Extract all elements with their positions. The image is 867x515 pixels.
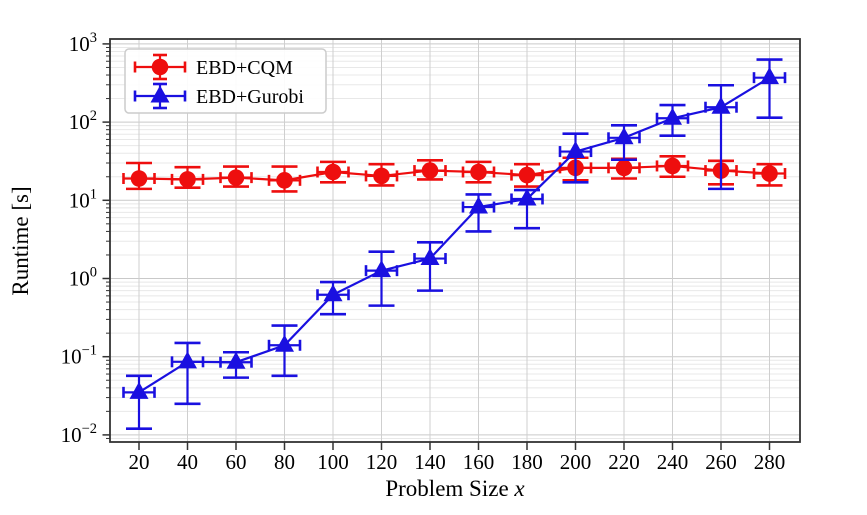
legend-marker-circle xyxy=(151,58,169,76)
data-point-marker xyxy=(760,67,779,85)
data-point-marker xyxy=(373,167,390,185)
data-point-marker xyxy=(323,284,343,302)
data-point-marker xyxy=(178,351,197,369)
x-tick-label: 180 xyxy=(511,450,543,474)
y-tick-label: 101 xyxy=(69,186,97,212)
x-tick-label: 220 xyxy=(608,450,640,474)
x-tick-label: 40 xyxy=(177,450,198,474)
legend-label: EBD+CQM xyxy=(196,57,293,79)
x-tick-label: 160 xyxy=(463,450,495,474)
data-point-marker xyxy=(663,107,682,125)
data-point-marker xyxy=(470,163,487,181)
legend-entry: EBD+Gurobi xyxy=(133,82,304,110)
data-point-marker xyxy=(372,260,391,278)
x-tick-label: 20 xyxy=(129,450,150,474)
series-line xyxy=(138,76,771,394)
x-axis-label-text: Problem Size xyxy=(385,476,514,501)
plot-area: 20 40 60 80 100 120 140 160 180 200 220 240 260 280 10… xyxy=(61,30,801,474)
data-point-marker xyxy=(421,162,439,179)
x-tick-label: 200 xyxy=(560,450,592,474)
legend-marker-triangle xyxy=(150,85,170,103)
data-point-marker xyxy=(226,351,246,369)
data-point-marker xyxy=(615,159,633,177)
x-tick-label: 100 xyxy=(317,450,349,474)
data-point-marker xyxy=(324,163,342,181)
data-point-marker xyxy=(614,127,634,145)
data-point-marker xyxy=(420,248,440,266)
y-tick-label: 102 xyxy=(69,108,97,134)
data-point-marker xyxy=(518,166,536,184)
x-tick-label: 140 xyxy=(414,450,446,474)
y-tick-label: 10−1 xyxy=(61,343,97,369)
x-axis-label-math: x xyxy=(513,476,525,501)
axis-ticks: 20 40 60 80 100 120 140 160 180 200 220 240 260 280 10… xyxy=(61,30,786,474)
x-axis-label: Problem Size x xyxy=(385,476,525,501)
x-tick-label: 80 xyxy=(274,450,295,474)
legend-entry: EBD+CQM xyxy=(133,53,293,81)
series-ebd-cqm xyxy=(122,155,787,193)
y-axis-label: Runtime [s] xyxy=(8,186,33,295)
data-point-marker xyxy=(761,165,778,182)
y-tick-label: 100 xyxy=(69,265,97,291)
data-point-marker xyxy=(179,171,196,188)
series-ebd-gurobi xyxy=(122,58,787,431)
x-tick-label: 260 xyxy=(705,450,737,474)
legend-label: EBD+Gurobi xyxy=(196,86,304,108)
data-point-marker xyxy=(227,169,245,186)
data-point-marker xyxy=(469,196,488,214)
data-point-marker xyxy=(664,157,681,175)
data-point-marker xyxy=(129,381,149,399)
data-point-marker xyxy=(275,334,294,352)
axes-spines xyxy=(109,38,801,443)
x-tick-label: 120 xyxy=(366,450,398,474)
data-point-marker xyxy=(566,141,585,159)
y-tick-label: 10−2 xyxy=(61,421,97,447)
data-point-marker xyxy=(130,170,148,187)
y-tick-label: 103 xyxy=(69,30,97,56)
data-point-marker xyxy=(517,188,537,206)
legend: EBD+CQM EBD+Gurobi xyxy=(124,48,327,114)
data-point-marker xyxy=(276,172,293,189)
x-tick-label: 240 xyxy=(657,450,689,474)
x-tick-label: 280 xyxy=(754,450,786,474)
x-tick-label: 60 xyxy=(226,450,247,474)
data-point-marker xyxy=(711,96,731,114)
